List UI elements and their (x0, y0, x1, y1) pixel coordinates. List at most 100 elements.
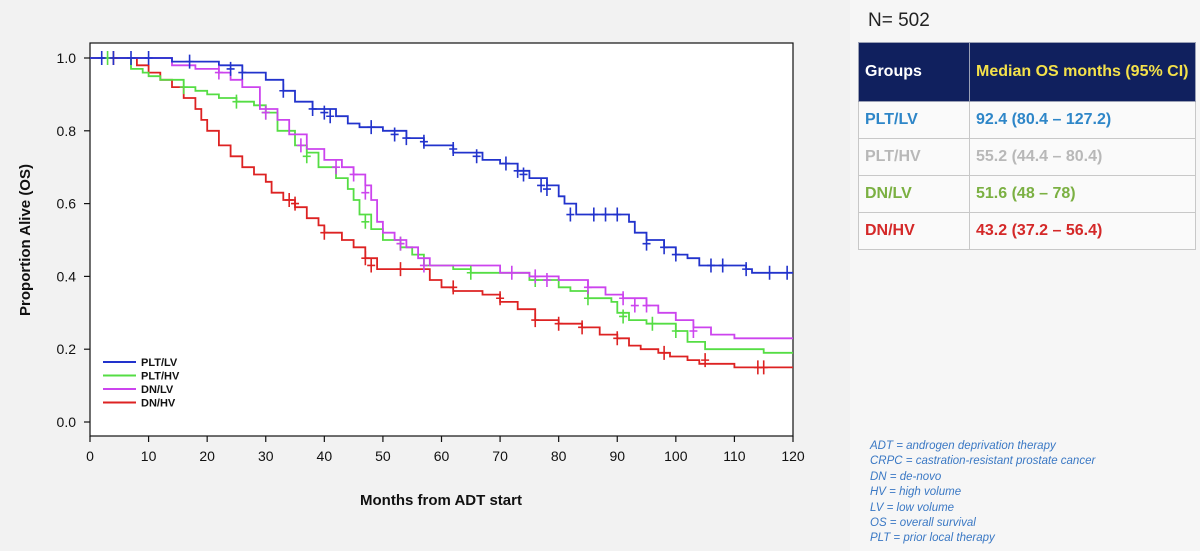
x-tick-label: 120 (781, 448, 805, 464)
censor-mark (390, 127, 399, 142)
sample-size-label: N= 502 (868, 10, 930, 31)
censor-mark (214, 65, 223, 80)
x-axis-title: Months from ADT start (360, 492, 522, 509)
censor-mark (367, 120, 376, 135)
x-tick-label: 20 (199, 448, 215, 464)
table-row: DN/HV 43.2 (37.2 – 56.4) (858, 212, 1196, 250)
censor-mark (109, 51, 118, 65)
censor-mark (531, 269, 540, 284)
x-axis: 0 10 20 30 40 50 60 70 80 90 100 110 120 (86, 436, 805, 464)
censor-mark (97, 51, 106, 65)
abbreviation-item: CRPC = castration-resistant prostate can… (870, 455, 1096, 468)
censor-mark (367, 258, 376, 273)
censor-mark (783, 265, 792, 280)
censor-mark (349, 167, 358, 182)
median-os-cell: 55.2 (44.4 – 80.4) (969, 138, 1196, 176)
censor-mark (332, 160, 341, 175)
x-tick-label: 100 (664, 448, 688, 464)
censor-mark (179, 80, 188, 95)
abbreviation-item: LV = low volume (870, 501, 955, 514)
x-tick-label: 10 (141, 448, 157, 464)
median-os-cell: 43.2 (37.2 – 56.4) (969, 212, 1196, 250)
censor-mark (554, 316, 563, 331)
y-tick-label: 0.2 (57, 341, 77, 357)
censor-mark (185, 54, 194, 69)
col-header-median-os: Median OS months (95% CI) (969, 42, 1196, 102)
chart-panel: 0 10 20 30 40 50 60 70 80 90 100 110 120 0.0 0.2 0.4 0.… (17, 42, 805, 509)
censor-mark (361, 251, 370, 266)
censor-mark (589, 207, 598, 222)
censor-mark (765, 265, 774, 280)
x-tick-label: 90 (609, 448, 625, 464)
censor-mark (320, 225, 329, 240)
censor-mark (320, 105, 329, 120)
censor-mark (759, 360, 768, 375)
censor-mark (613, 207, 622, 222)
censor-mark (302, 149, 311, 164)
x-tick-label: 50 (375, 448, 391, 464)
censor-mark (226, 61, 235, 76)
group-cell: PLT/HV (858, 138, 970, 176)
y-tick-label: 1.0 (57, 50, 77, 66)
y-tick-label: 0.4 (57, 268, 77, 284)
median-os-cell: 92.4 (80.4 – 127.2) (969, 101, 1196, 139)
y-tick-label: 0.8 (57, 123, 77, 139)
censor-mark (519, 167, 528, 182)
censor-mark (472, 149, 481, 164)
x-tick-label: 70 (492, 448, 508, 464)
censor-mark (326, 109, 335, 124)
censor-mark (642, 298, 651, 313)
x-tick-label: 40 (317, 448, 333, 464)
abbreviation-item: PLT = prior local therapy (870, 532, 995, 545)
censor-mark (496, 291, 505, 306)
censor-mark (630, 298, 639, 313)
censor-marks (97, 51, 792, 375)
censor-mark (706, 258, 715, 273)
censor-mark (361, 214, 370, 229)
group-cell: DN/LV (858, 175, 970, 213)
censor-mark (396, 236, 405, 251)
survival-curves (90, 57, 793, 369)
censor-mark (396, 262, 405, 277)
x-tick-label: 80 (551, 448, 567, 464)
censor-mark (613, 331, 622, 346)
series-line-dn-hv (90, 57, 793, 369)
table-body: PLT/LV 92.4 (80.4 – 127.2) PLT/HV 55.2 (44.… (858, 101, 1196, 250)
censor-mark (619, 309, 628, 324)
table-row: DN/LV 51.6 (48 – 78) (858, 175, 1196, 213)
censor-mark (308, 101, 317, 116)
median-os-table: Groups Median OS months (95% CI) PLT/LV 9… (858, 42, 1196, 250)
abbreviation-item: DN = de-novo (870, 470, 942, 483)
censor-mark (619, 291, 628, 306)
censor-mark (144, 51, 153, 65)
censor-mark (671, 247, 680, 262)
group-cell: PLT/LV (858, 101, 970, 139)
abbreviation-item: HV = high volume (870, 486, 962, 499)
plot-area (89, 42, 794, 437)
censor-mark (689, 324, 698, 338)
censor-mark (513, 163, 522, 178)
censor-mark (642, 236, 651, 251)
abbreviation-item: OS = overall survival (870, 517, 976, 530)
censor-mark (583, 280, 592, 295)
censor-mark (671, 324, 680, 338)
series-line-plt-hv (90, 57, 793, 354)
y-tick-label: 0.6 (57, 196, 77, 212)
censor-mark (718, 258, 727, 273)
x-tick-label: 0 (86, 448, 94, 464)
y-axis-title: Proportion Alive (OS) (17, 164, 34, 316)
censor-mark (361, 185, 370, 200)
censor-mark (419, 258, 428, 273)
y-axis: 0.0 0.2 0.4 0.6 0.8 1.0 (57, 50, 90, 430)
censor-mark (291, 196, 300, 211)
censor-mark (566, 207, 575, 222)
censor-mark (701, 353, 710, 368)
censor-mark (660, 240, 669, 255)
censor-mark (261, 105, 270, 120)
median-os-cell: 51.6 (48 – 78) (969, 175, 1196, 213)
censor-mark (449, 142, 458, 156)
censor-mark (742, 262, 751, 277)
censor-mark (238, 65, 247, 80)
censor-mark (601, 207, 610, 222)
